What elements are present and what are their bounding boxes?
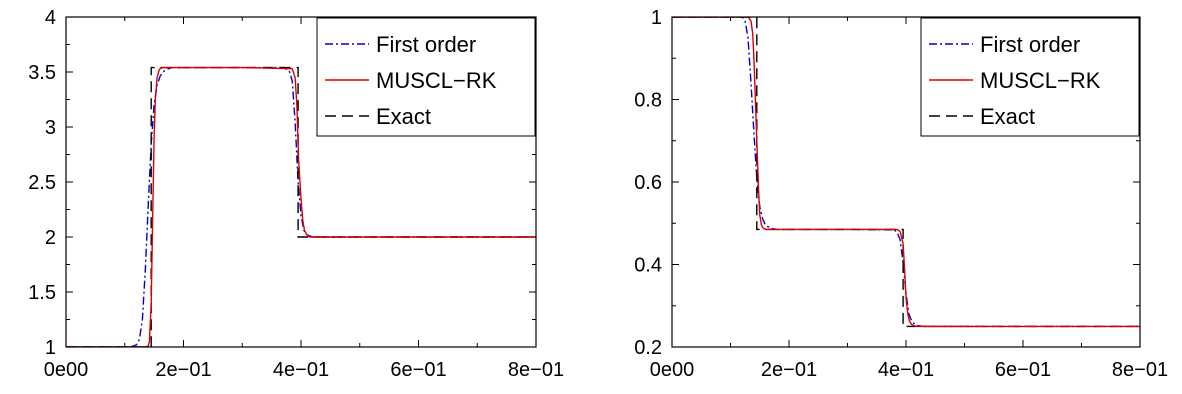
plot-frame [65, 16, 537, 348]
x-tick-label: 2e−01 [761, 359, 817, 381]
chart-1: 1 1.5 2 2.5 3 3.5 4 0e00 2e−01 4e−01 6e−01 8e−01 Fir… [28, 7, 564, 381]
y-tick-label: 0.4 [634, 255, 662, 277]
y-tick-label: 2.5 [28, 172, 56, 194]
legend-box [316, 17, 536, 137]
legend-box [920, 17, 1140, 137]
legend: First order MUSCL−RK Exact [920, 17, 1140, 137]
x-tick-label: 6e−01 [390, 359, 446, 381]
legend-label: Exact [980, 104, 1035, 129]
legend-label: First order [980, 32, 1080, 57]
legend-label: First order [376, 32, 476, 57]
y-tick-label: 3 [45, 117, 56, 139]
legend-label: Exact [376, 104, 431, 129]
legend-label: MUSCL−RK [980, 68, 1101, 93]
y-tick-label: 1 [651, 7, 662, 29]
x-tick-label: 0e00 [44, 359, 89, 381]
x-tick-label: 4e−01 [878, 359, 934, 381]
y-tick-label: 4 [45, 7, 56, 29]
series-line-muscl-rk [672, 17, 1140, 328]
x-tick-label: 4e−01 [273, 359, 329, 381]
series-line-muscl-rk [66, 66, 536, 347]
x-tick-label: 8e−01 [1112, 359, 1168, 381]
y-tick-label: 0.2 [634, 337, 662, 359]
x-tick-label: 8e−01 [508, 359, 564, 381]
y-tick-label: 0.8 [634, 90, 662, 112]
x-tick-label: 6e−01 [995, 359, 1051, 381]
y-tick-label: 1.5 [28, 282, 56, 304]
y-tick-label: 1 [45, 337, 56, 359]
y-tick-label: 0.6 [634, 172, 662, 194]
chart-2: 0.2 0.4 0.6 0.8 1 0e00 2e−01 4e−01 6e−01 8e−01 Fir… [634, 7, 1168, 381]
y-tick-label: 3.5 [28, 62, 56, 84]
x-tick-label: 0e00 [650, 359, 695, 381]
x-tick-label: 2e−01 [155, 359, 211, 381]
plot-frame [671, 16, 1141, 348]
legend-label: MUSCL−RK [376, 68, 497, 93]
y-tick-label: 2 [45, 227, 56, 249]
legend: First order MUSCL−RK Exact [316, 17, 536, 137]
